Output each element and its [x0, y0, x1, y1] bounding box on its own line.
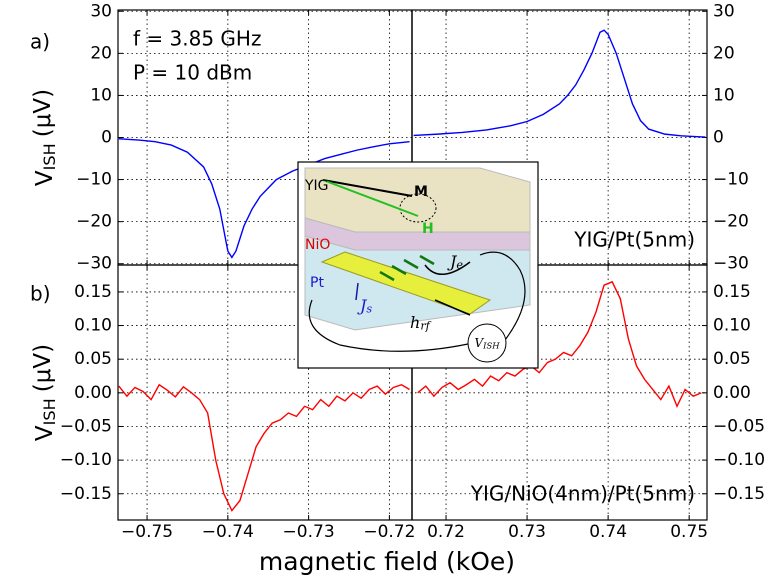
inset-label-main: J	[447, 252, 458, 271]
y-tick-label: 0.00	[74, 383, 112, 403]
y-tick-label-right: −10	[713, 170, 749, 190]
y-tick-label: 20	[90, 43, 112, 63]
data-line	[417, 280, 702, 409]
inset-label: Js	[357, 296, 372, 316]
inset-shape	[399, 193, 437, 223]
y-tick-label-right: 0.00	[713, 383, 751, 403]
panel-label: b)	[30, 282, 51, 306]
x-tick-label: −0.74	[202, 522, 254, 542]
inset-label: Je	[447, 252, 463, 272]
annotation: f = 3.85 GHz	[133, 27, 261, 51]
inset-label-sub: s	[366, 302, 372, 315]
y-tick-label: −0.15	[60, 484, 112, 504]
annotation: P = 10 dBm	[133, 61, 252, 85]
panel-label: a)	[30, 30, 50, 54]
x-tick-label: 0.73	[508, 522, 546, 542]
y-tick-label: 10	[90, 85, 112, 105]
data-line	[118, 138, 410, 259]
x-axis-label: magnetic field (kOe)	[259, 547, 515, 576]
sample-label: YIG/NiO(4nm)/Pt(5nm)	[470, 482, 695, 506]
inset-shape	[467, 323, 507, 363]
inset-shape	[424, 261, 471, 275]
inset-label: VISH	[474, 336, 500, 351]
inset-shape	[355, 282, 359, 301]
inset-shape	[322, 179, 419, 217]
x-tick-label: −0.72	[363, 522, 415, 542]
y-axis-label-unit: (μV)	[29, 89, 55, 137]
inset-label: H	[422, 221, 434, 237]
inset-shape	[379, 254, 435, 282]
y-tick-label-right: −0.05	[713, 416, 765, 436]
y-axis-label: VISH (μV)	[29, 89, 58, 186]
inset-label: Pt	[310, 275, 324, 291]
y-tick-label: 0.10	[74, 316, 112, 336]
y-tick-label: −10	[76, 170, 112, 190]
inset-label: M	[414, 184, 428, 200]
inset-label: hrf	[410, 313, 432, 333]
data-line	[118, 383, 410, 512]
y-tick-label: −0.05	[60, 416, 112, 436]
inset-label-sub: ISH	[482, 340, 500, 350]
sample-label: YIG/Pt(5nm)	[573, 228, 695, 252]
y-axis-label-main: V	[32, 170, 58, 186]
y-tick-label-right: 30	[713, 1, 735, 21]
y-tick-label: −20	[76, 212, 112, 232]
inset-shape	[434, 299, 471, 316]
y-axis-label-sub: ISH	[39, 398, 58, 425]
y-tick-label-right: 0.10	[713, 316, 751, 336]
y-tick-label-right: −30	[713, 254, 749, 274]
inset-label-sub: e	[456, 258, 463, 271]
y-axis-label-sub: ISH	[39, 143, 58, 170]
y-tick-label: 30	[90, 1, 112, 21]
inset-shape	[320, 251, 492, 315]
inset-shape	[308, 299, 469, 352]
y-tick-label: 0	[101, 128, 112, 148]
inset-label-main: V	[474, 336, 484, 350]
y-tick-label-right: 0.15	[713, 282, 751, 302]
y-tick-label-right: 0	[713, 128, 724, 148]
inset-label-main: J	[357, 296, 368, 315]
y-tick-label-right: −0.10	[713, 450, 765, 470]
inset-label-main: h	[410, 313, 420, 332]
y-axis-label-main: V	[32, 425, 58, 441]
y-tick-label: 0.15	[74, 282, 112, 302]
inset-label-sub: rf	[420, 319, 431, 332]
y-tick-label-right: 0.05	[713, 349, 751, 369]
inset-shape	[479, 251, 526, 341]
x-tick-label: 0.74	[589, 522, 627, 542]
y-tick-label-right: 20	[713, 43, 735, 63]
inset: YIG M H NiO Pt	[297, 161, 539, 369]
x-tick-label: 0.72	[427, 522, 465, 542]
y-tick-label: 0.05	[74, 349, 112, 369]
data-line	[413, 29, 706, 138]
y-tick-label: −30	[76, 254, 112, 274]
inset-shape	[322, 179, 413, 197]
x-tick-label: −0.75	[121, 522, 173, 542]
inset-label: YIG	[304, 178, 329, 194]
y-tick-label-right: 10	[713, 85, 735, 105]
y-tick-label-right: −0.15	[713, 484, 765, 504]
y-axis-label: VISH (μV)	[29, 344, 58, 441]
y-tick-label: −0.10	[60, 450, 112, 470]
inset-label: NiO	[305, 237, 330, 253]
y-tick-label-right: −20	[713, 212, 749, 232]
x-tick-label: 0.75	[670, 522, 708, 542]
y-axis-label-unit: (μV)	[29, 344, 55, 392]
x-tick-label: −0.73	[283, 522, 335, 542]
